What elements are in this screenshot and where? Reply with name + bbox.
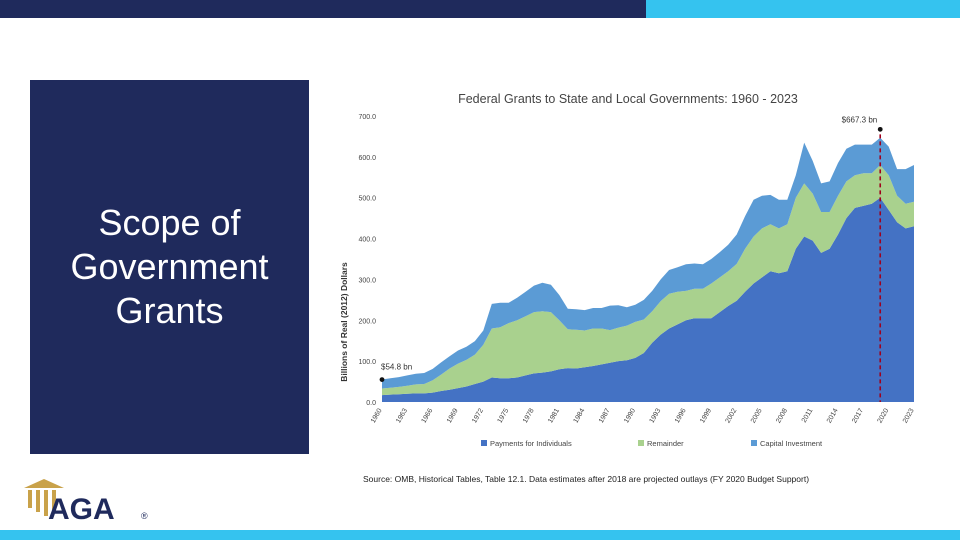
x-tick-label: 2020 (877, 407, 891, 424)
y-tick-label: 100.0 (358, 359, 376, 366)
x-tick-label: 1990 (623, 407, 637, 424)
x-tick-label: 1987 (598, 407, 612, 424)
y-tick-label: 0.0 (366, 400, 376, 407)
legend-swatch-payments-for-individuals (481, 440, 487, 446)
slide-title-line-1: Scope of (98, 202, 241, 243)
title-panel: Scope of Government Grants (30, 80, 309, 454)
x-tick-label: 2023 (902, 407, 916, 424)
top-accent-bar-dark (0, 0, 646, 18)
y-axis-label: Billions of Real (2012) Dollars (339, 262, 349, 382)
aga-logo: AGA ® (22, 476, 154, 526)
x-tick-label: 1960 (370, 407, 384, 424)
x-tick-label: 2002 (725, 407, 739, 424)
logo-roof (24, 479, 64, 488)
logo-wordmark: AGA (48, 493, 115, 522)
x-tick-label: 2008 (775, 407, 789, 424)
slide-title: Scope of Government Grants (70, 201, 268, 333)
x-tick-label: 1966 (421, 407, 435, 424)
x-tick-label: 1996 (674, 407, 688, 424)
logo-column-2 (36, 490, 40, 512)
legend-label-remainder: Remainder (647, 439, 684, 448)
x-tick-label: 2005 (750, 407, 764, 424)
x-tick-label: 1978 (522, 407, 536, 424)
area-series-payments-for-individuals (382, 197, 914, 402)
x-tick-label: 2017 (851, 407, 865, 424)
peak-marker-point (877, 126, 883, 132)
y-tick-label: 700.0 (358, 114, 376, 121)
x-tick-label: 1984 (573, 407, 587, 424)
start-annotation-label: $54.8 bn (381, 363, 412, 372)
y-tick-label: 400.0 (358, 237, 376, 244)
start-marker-point (379, 377, 385, 383)
x-tick-label: 1999 (699, 407, 713, 424)
legend-label-payments-for-individuals: Payments for Individuals (490, 439, 572, 448)
slide-title-line-3: Grants (115, 290, 224, 331)
area-series-remainder (382, 165, 914, 396)
legend-swatch-capital-investment (751, 440, 757, 446)
y-tick-label: 300.0 (358, 277, 376, 284)
source-note: Source: OMB, Historical Tables, Table 12… (363, 474, 810, 484)
x-tick-label: 1975 (497, 407, 511, 424)
y-tick-label: 500.0 (358, 196, 376, 203)
legend-label-capital-investment: Capital Investment (760, 439, 823, 448)
x-tick-label: 1963 (395, 407, 409, 424)
top-accent-bar-light (646, 0, 960, 18)
building-columns-icon: AGA ® (24, 479, 148, 526)
chart-container: Federal Grants to State and Local Govern… (326, 80, 926, 470)
x-tick-label: 2011 (801, 407, 815, 424)
y-tick-label: 200.0 (358, 318, 376, 325)
x-tick-label: 1972 (471, 407, 485, 424)
legend-swatch-remainder (638, 440, 644, 446)
logo-column-4 (52, 490, 56, 512)
x-tick-label: 1969 (446, 407, 460, 424)
area-series-capital-investment (382, 137, 914, 389)
bottom-accent-bar (0, 530, 960, 540)
x-tick-label: 1993 (649, 407, 663, 424)
x-tick-label: 2014 (826, 407, 840, 424)
logo-column-3 (44, 490, 48, 516)
y-tick-label: 600.0 (358, 155, 376, 162)
logo-registered-mark: ® (141, 511, 148, 521)
slide-title-line-2: Government (70, 246, 269, 287)
logo-column-1 (28, 490, 32, 508)
x-tick-label: 1981 (547, 407, 561, 424)
chart-title: Federal Grants to State and Local Govern… (458, 92, 798, 106)
grants-area-chart: Federal Grants to State and Local Govern… (339, 92, 916, 448)
peak-annotation-label: $667.3 bn (842, 115, 878, 124)
